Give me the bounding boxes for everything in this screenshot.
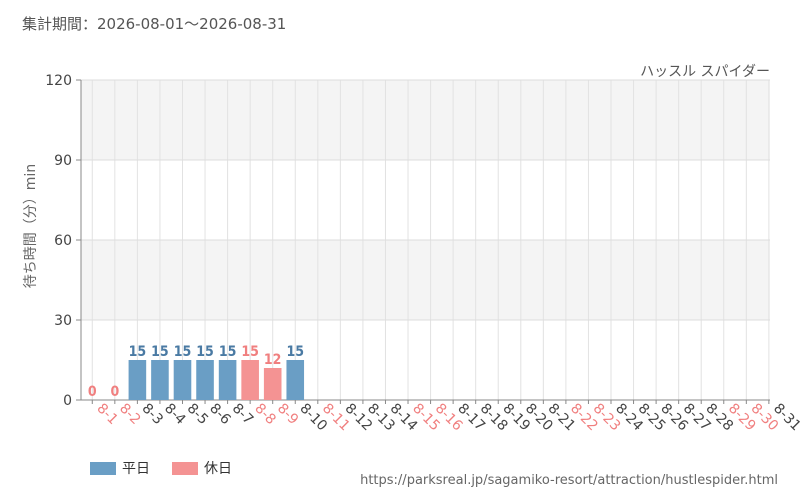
bar-8-5 [173, 360, 192, 400]
x-tick-label: 8-6 [206, 401, 234, 429]
x-tick-label: 8-7 [229, 401, 256, 428]
bar-8-8 [241, 360, 259, 400]
bar-value-label: 15 [151, 344, 169, 360]
grid-band [81, 240, 770, 320]
legend-weekday-label: 平日 [122, 461, 150, 477]
period-label: 集計期間：2026-08-01～2026-08-31 [22, 15, 287, 33]
x-tick-label: 8-2 [116, 401, 143, 428]
grid-band [81, 160, 770, 240]
x-tick-label: 8-1 [93, 401, 120, 428]
legend-holiday-label: 休日 [204, 461, 232, 477]
source-url[interactable]: https://parksreal.jp/sagamiko-resort/att… [360, 473, 778, 488]
legend-holiday[interactable]: 休日 [172, 458, 232, 478]
bar-value-label: 15 [241, 344, 259, 360]
bar-value-label: 15 [174, 344, 192, 360]
y-tick-label: 60 [54, 233, 72, 249]
legend-weekday[interactable]: 平日 [90, 458, 150, 478]
x-tick-label: 8-4 [161, 401, 189, 429]
holiday-swatch [172, 461, 198, 475]
grid-band [81, 80, 770, 160]
y-tick-label: 30 [54, 313, 72, 329]
y-tick-label: 120 [45, 73, 72, 89]
bar-value-label: 15 [129, 344, 147, 360]
grid-band [81, 320, 770, 400]
bar-8-9 [263, 368, 282, 400]
y-tick-label: 90 [54, 153, 72, 169]
bar-value-label: 0 [110, 384, 119, 400]
bar-8-6 [196, 360, 214, 400]
y-tick-label: 0 [63, 393, 72, 409]
bar-8-4 [151, 360, 169, 400]
bar-value-label: 15 [219, 344, 237, 360]
legend: 平日 休日 [90, 458, 254, 478]
weekday-swatch [90, 461, 116, 475]
bar-8-7 [218, 360, 237, 400]
bar-value-label: 15 [286, 344, 304, 360]
x-tick-label: 8-3 [139, 401, 166, 428]
bar-8-3 [128, 360, 147, 400]
bar-value-label: 12 [264, 352, 282, 368]
bar-value-label: 0 [88, 384, 97, 400]
attraction-name: ハッスル スパイダー [640, 64, 770, 80]
x-tick-label: 8-9 [274, 401, 301, 428]
x-tick-label: 8-5 [184, 401, 211, 428]
x-tick-label: 8-8 [251, 401, 278, 428]
bar-value-label: 15 [196, 344, 214, 360]
bar-8-10 [286, 360, 305, 400]
